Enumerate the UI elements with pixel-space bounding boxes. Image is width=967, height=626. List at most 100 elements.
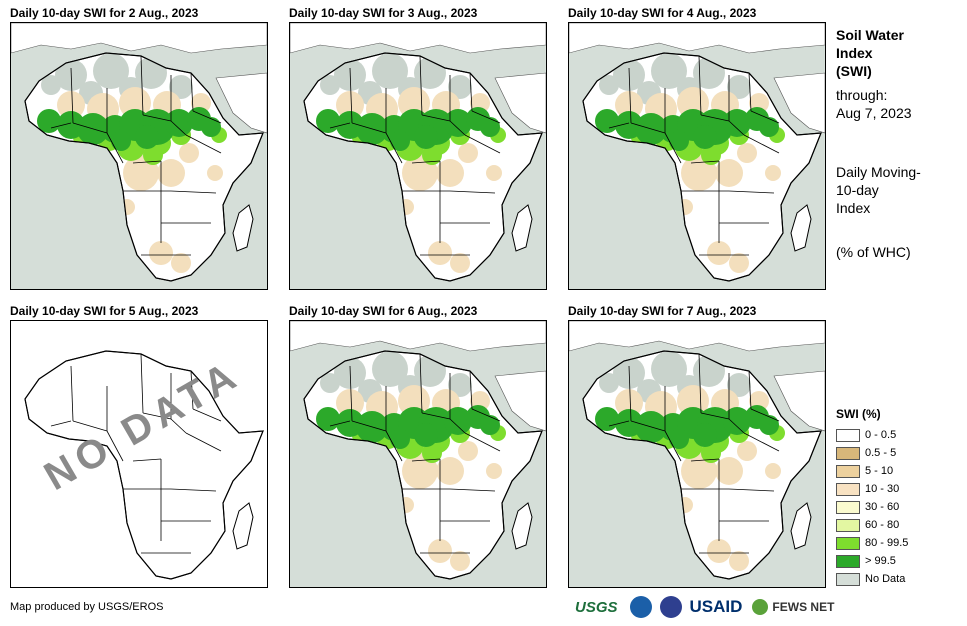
low-swi-area (765, 165, 781, 181)
no-data-area (320, 75, 340, 95)
low-swi-area (119, 199, 135, 215)
country-border (185, 134, 222, 154)
noaa-logo-icon (629, 596, 652, 618)
no-data-area (372, 53, 408, 89)
side-title-line-1: Soil Water (836, 27, 904, 43)
unit-label: (% of WHC) (836, 244, 911, 260)
high-swi-area (669, 131, 689, 151)
legend-label: 30 - 60 (865, 501, 900, 513)
country-border (630, 122, 666, 134)
desc-line-2: 10-day (836, 182, 879, 198)
legend-swatch (836, 500, 860, 514)
high-swi-area (723, 407, 751, 435)
panel-title-6: Daily 10-day SWI for 7 Aug., 2023 (568, 304, 757, 318)
country-border (628, 365, 632, 422)
arabia-landmass (773, 72, 825, 134)
country-borders (329, 55, 501, 256)
high-swi-area (693, 125, 717, 149)
country-border (464, 432, 501, 452)
swi-fill-layer (316, 351, 506, 571)
country-border (449, 190, 496, 194)
legend-swatch (836, 554, 860, 568)
legend-label: > 99.5 (865, 555, 896, 567)
country-border (190, 370, 194, 410)
mid-swi-area (143, 145, 163, 165)
legend-label: 0.5 - 5 (865, 447, 897, 459)
country-border (449, 418, 466, 434)
map-panel-2 (289, 22, 547, 290)
high-swi-area (165, 109, 193, 137)
country-border (728, 190, 775, 194)
map-panel-5 (289, 320, 547, 588)
country-border (608, 122, 630, 129)
panel-title-3: Daily 10-day SWI for 4 Aug., 2023 (568, 6, 757, 20)
mid-swi-area (701, 145, 721, 165)
madagascar-landmass (790, 204, 812, 252)
no-data-area (372, 351, 408, 387)
legend-label: 0 - 0.5 (865, 429, 897, 441)
logo-strip: USGS USAID FEWS NET (575, 595, 834, 619)
country-border (419, 353, 423, 414)
low-swi-area (486, 165, 502, 181)
country-border (700, 412, 730, 420)
low-swi-area (436, 159, 464, 187)
legend-item: 0 - 0.5 (836, 427, 896, 443)
mid-swi-area (422, 145, 442, 165)
high-swi-area (759, 415, 779, 435)
africa-coastline (24, 350, 264, 580)
africa-map-6 (569, 321, 825, 580)
high-swi-area (135, 125, 159, 149)
low-swi-area (157, 159, 185, 187)
country-border (170, 190, 217, 194)
mid-swi-area (701, 443, 721, 463)
country-border (690, 458, 720, 462)
low-swi-area (677, 497, 693, 513)
low-swi-area (57, 91, 85, 119)
panel-title-2: Daily 10-day SWI for 3 Aug., 2023 (289, 6, 478, 20)
country-border (419, 55, 423, 116)
country-border (449, 120, 466, 136)
low-swi-area (398, 497, 414, 513)
fews-net-logo: FEWS NET (772, 600, 835, 614)
country-border (608, 420, 630, 427)
country-border (329, 420, 351, 427)
through-date: Aug 7, 2023 (836, 105, 912, 121)
panel-title-5: Daily 10-day SWI for 6 Aug., 2023 (289, 304, 478, 318)
country-borders (608, 55, 780, 256)
low-swi-area (765, 463, 781, 479)
country-border (698, 353, 702, 414)
high-swi-area (390, 131, 410, 151)
low-swi-area (179, 143, 199, 163)
arabia-landmass (494, 72, 546, 134)
legend-item: No Data (836, 571, 905, 587)
legend-label: 5 - 10 (865, 465, 894, 477)
no-data-area (651, 53, 687, 89)
no-data-area (599, 373, 619, 393)
no-data-area (599, 75, 619, 95)
low-swi-area (336, 389, 364, 417)
high-swi-area (111, 131, 131, 151)
country-border (664, 132, 682, 164)
africa-coastline (303, 350, 543, 580)
africa-map-5 (290, 321, 546, 580)
low-swi-area (729, 551, 749, 571)
low-swi-area (398, 199, 414, 215)
country-border (170, 120, 187, 136)
low-swi-area (615, 389, 643, 417)
legend-swatch (836, 428, 860, 442)
low-swi-area (450, 551, 470, 571)
desc-line-3: Index (836, 200, 871, 216)
map-credit: Map produced by USGS/EROS (10, 601, 164, 613)
country-border (700, 114, 730, 122)
country-border (471, 110, 501, 124)
no-data-area (169, 75, 193, 99)
legend-swatch (836, 518, 860, 532)
low-swi-area (715, 159, 743, 187)
country-border (351, 420, 387, 432)
country-border (142, 114, 172, 122)
nasa-logo-icon (659, 596, 682, 618)
country-borders (608, 353, 780, 554)
europe-landmass (290, 321, 546, 352)
swi-fill-layer (595, 53, 785, 273)
low-swi-area (707, 539, 731, 563)
